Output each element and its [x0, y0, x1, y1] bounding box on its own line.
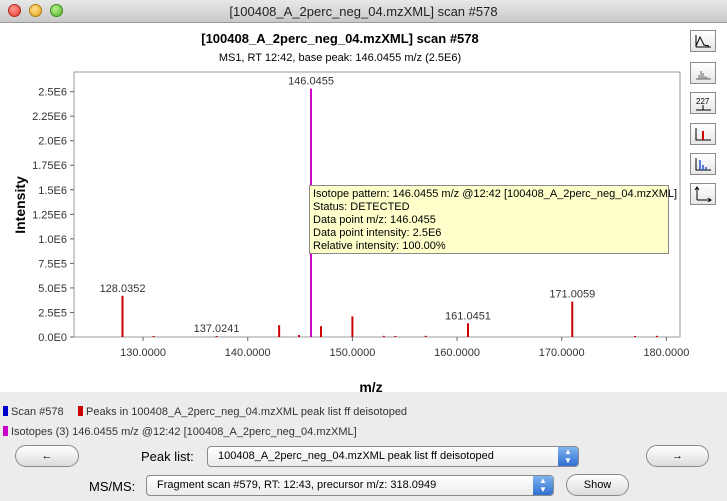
- peak-tooltip: Isotope pattern: 146.0455 m/z @12:42 [10…: [309, 185, 678, 254]
- legend-item-scan: Scan #578: [3, 406, 64, 418]
- legend-item-peaks: Peaks in 100408_A_2perc_neg_04.mzXML pea…: [78, 406, 407, 418]
- legend-label: Isotopes (3) 146.0455 m/z @12:42 [100408…: [11, 426, 357, 438]
- legend-label: Scan #578: [11, 406, 64, 418]
- centroid-mode-button[interactable]: [690, 62, 716, 84]
- legend-swatch: [3, 426, 8, 436]
- show-button[interactable]: Show: [566, 474, 629, 496]
- peak-label: 128.0352: [100, 283, 146, 295]
- msms-label: MS/MS:: [89, 479, 136, 494]
- peak-labels-button[interactable]: 227: [690, 92, 716, 114]
- x-axis-label: m/z: [359, 379, 382, 392]
- y-tick-label: 2.0E6: [38, 136, 67, 148]
- x-tick-label: 130.0000: [120, 347, 166, 359]
- y-tick-label: 2.5E6: [38, 87, 67, 99]
- zoom-window-icon[interactable]: [50, 4, 63, 17]
- y-tick-label: 0.0E0: [38, 332, 67, 344]
- peak-labels: 146.0455 128.0352 137.0241 161.0451 171.0059: [100, 76, 596, 335]
- peak-list-label: Peak list:: [141, 449, 194, 464]
- peak-list-select[interactable]: 100408_A_2perc_neg_04.mzXML peak list ff…: [207, 446, 579, 467]
- x-tick-label: 170.0000: [539, 347, 585, 359]
- chevron-updown-icon: ▲ ▼: [533, 476, 553, 495]
- y-tick-label: 1.75E6: [32, 160, 67, 172]
- legend-label: Peaks in 100408_A_2perc_neg_04.mzXML pea…: [86, 406, 408, 418]
- window-titlebar: [100408_A_2perc_neg_04.mzXML] scan #578: [0, 0, 727, 23]
- x-tick-label: 180.0000: [643, 347, 689, 359]
- tooltip-line: Data point m/z: 146.0455: [313, 214, 436, 226]
- y-axis-label: Intensity: [12, 176, 28, 234]
- chevron-updown-icon: ▲ ▼: [558, 447, 578, 466]
- window-title: [100408_A_2perc_neg_04.mzXML] scan #578: [229, 4, 498, 19]
- x-tick-label: 160.0000: [434, 347, 480, 359]
- tooltip-line: Isotope pattern: 146.0455 m/z @12:42 [10…: [313, 188, 678, 200]
- x-tick-label: 140.0000: [225, 347, 271, 359]
- tooltip-line: Data point intensity: 2.5E6: [313, 227, 442, 239]
- axes-icon: [694, 186, 712, 202]
- centroid-mode-icon: [696, 71, 711, 80]
- peak-label: 161.0451: [445, 310, 491, 322]
- y-tick-label: 5.0E5: [38, 283, 67, 295]
- chart-title: [100408_A_2perc_neg_04.mzXML] scan #578: [201, 31, 479, 46]
- minimize-window-icon[interactable]: [29, 4, 42, 17]
- y-tick-label: 2.25E6: [32, 111, 67, 123]
- msms-select-value: Fragment scan #579, RT: 12:43, precursor…: [157, 479, 437, 491]
- axes: 0.0E0 2.5E5 5.0E5 7.5E5 1.0E6 1.25E6 1.5E6 1.75…: [32, 87, 689, 359]
- y-tick-label: 1.0E6: [38, 234, 67, 246]
- peak-list-button[interactable]: [690, 123, 716, 145]
- isotopes-button[interactable]: [690, 153, 716, 175]
- next-scan-button[interactable]: →: [646, 445, 709, 467]
- isotopes-icon: [695, 158, 711, 171]
- legend-swatch: [78, 406, 83, 416]
- peak-label: 146.0455: [288, 76, 334, 88]
- close-window-icon[interactable]: [8, 4, 21, 17]
- legend-swatch: [3, 406, 8, 416]
- peak-label: 171.0059: [549, 289, 595, 301]
- peak-list-icon: [695, 128, 711, 141]
- previous-scan-button[interactable]: ←: [15, 445, 79, 467]
- tooltip-line: Status: DETECTED: [313, 201, 410, 213]
- msms-select[interactable]: Fragment scan #579, RT: 12:43, precursor…: [146, 475, 554, 496]
- chart-subtitle: MS1, RT 12:42, base peak: 146.0455 m/z (…: [218, 52, 462, 64]
- tooltip-line: Relative intensity: 100.00%: [313, 240, 446, 252]
- y-tick-label: 1.5E6: [38, 185, 67, 197]
- axes-settings-button[interactable]: [690, 183, 716, 205]
- peak-label: 137.0241: [194, 323, 240, 335]
- peak-list-select-value: 100408_A_2perc_neg_04.mzXML peak list ff…: [218, 450, 494, 462]
- y-tick-label: 1.25E6: [32, 209, 67, 221]
- y-tick-label: 7.5E5: [38, 258, 67, 270]
- peak-labels-icon: 227: [696, 97, 711, 111]
- x-tick-label: 150.0000: [329, 347, 375, 359]
- peak-labels-icon-text: 227: [696, 97, 710, 106]
- continuous-mode-icon: [695, 35, 711, 48]
- continuous-mode-button[interactable]: [690, 30, 716, 52]
- y-tick-label: 2.5E5: [38, 307, 67, 319]
- legend-item-isotopes: Isotopes (3) 146.0455 m/z @12:42 [100408…: [3, 426, 357, 438]
